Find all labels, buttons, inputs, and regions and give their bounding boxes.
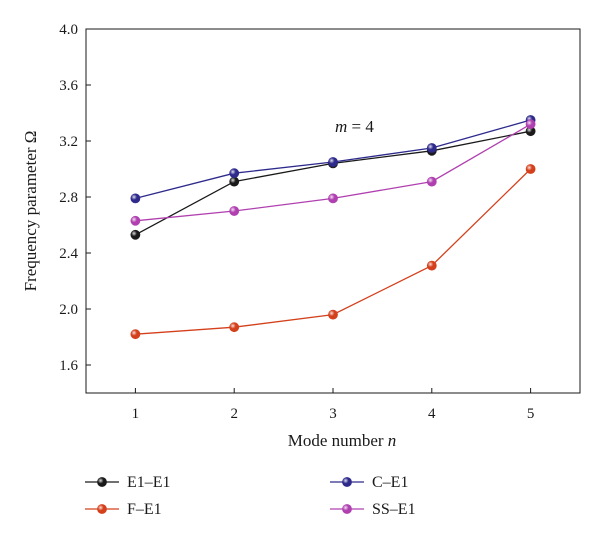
series-0 — [130, 126, 536, 240]
y-axis-label: Frequency parameter Ω — [21, 131, 40, 292]
series-3 — [130, 119, 536, 226]
annotation-m: m = 4 — [335, 117, 374, 136]
series-2 — [130, 164, 536, 340]
data-point-highlight — [229, 322, 239, 332]
legend-item: C–E1 — [330, 474, 408, 491]
series-line — [135, 123, 531, 222]
y-tick-label: 3.2 — [59, 134, 78, 150]
data-point-highlight — [427, 177, 437, 187]
x-tick-label: 1 — [132, 406, 140, 422]
data-point-highlight — [229, 168, 239, 178]
data-point-highlight — [427, 261, 437, 271]
plot-frame — [85, 28, 581, 394]
data-point-highlight — [526, 119, 536, 129]
legend-label: SS–E1 — [372, 501, 416, 518]
y-tick-label: 2.8 — [59, 190, 78, 206]
data-point-highlight — [130, 230, 140, 240]
x-axis-label: Mode number n — [288, 431, 397, 450]
data-point-highlight — [526, 126, 536, 136]
y-tick-label: 2.4 — [59, 246, 78, 262]
legend-label: C–E1 — [372, 474, 408, 491]
data-point-highlight — [229, 177, 239, 187]
data-point-highlight — [427, 143, 437, 153]
data-point-highlight — [328, 310, 338, 320]
data-point-highlight — [130, 329, 140, 339]
x-tick-label: 3 — [329, 406, 337, 422]
data-point-highlight — [328, 193, 338, 203]
legend: E1–E1 C–E1 F–E1 SS–E1 — [85, 474, 416, 518]
legend-marker-highlight — [342, 477, 352, 487]
legend-item: F–E1 — [85, 501, 162, 518]
y-tick-label: 1.6 — [59, 358, 78, 374]
legend-marker-highlight — [342, 504, 352, 514]
x-tick-label: 5 — [527, 406, 535, 422]
data-point-highlight — [130, 216, 140, 226]
axis-ticks: 1 2 3 4 5 1.6 2.0 2.4 2.8 3.2 3.6 4.0 — [59, 22, 534, 422]
series-layer — [130, 115, 536, 340]
legend-label: F–E1 — [127, 501, 162, 518]
x-tick-label: 2 — [230, 406, 238, 422]
y-tick-label: 4.0 — [59, 22, 78, 38]
legend-item: SS–E1 — [330, 501, 416, 518]
legend-item: E1–E1 — [85, 474, 171, 491]
data-point-highlight — [526, 164, 536, 174]
x-tick-label: 4 — [428, 406, 436, 422]
data-point-highlight — [130, 193, 140, 203]
data-point-highlight — [328, 157, 338, 167]
legend-label: E1–E1 — [127, 474, 171, 491]
y-tick-label: 3.6 — [59, 78, 78, 94]
series-1 — [130, 115, 536, 204]
legend-marker-highlight — [97, 477, 107, 487]
data-point-highlight — [229, 206, 239, 216]
legend-marker-highlight — [97, 504, 107, 514]
y-tick-label: 2.0 — [59, 302, 78, 318]
